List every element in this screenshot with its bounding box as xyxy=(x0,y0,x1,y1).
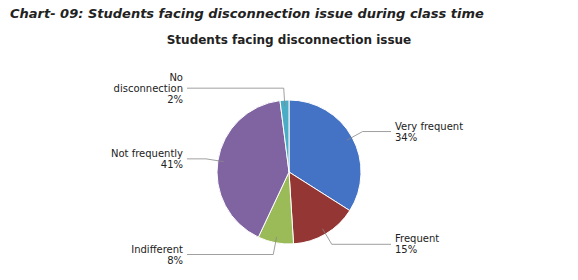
category-label-line: Indifferent xyxy=(131,244,183,255)
data-label: 34% xyxy=(395,132,417,143)
title: Chart- 09: Students facing disconnection… xyxy=(10,6,484,21)
pie: Very frequent34% Frequent15% Indifferent8%… xyxy=(111,72,463,266)
category-label: Frequent xyxy=(395,233,439,244)
category-label-line: disconnection xyxy=(114,83,183,94)
category-label: Nodisconnection xyxy=(114,72,183,94)
leader-line xyxy=(347,132,391,141)
category-label: Not frequently xyxy=(111,148,183,159)
data-label: 41% xyxy=(161,159,183,170)
category-label-line: No xyxy=(169,72,183,83)
category-label-line: Not frequently xyxy=(111,148,183,159)
category-label-line: Frequent xyxy=(395,233,439,244)
leader-line xyxy=(187,88,285,106)
data-label: 8% xyxy=(167,255,183,266)
data-label: 2% xyxy=(167,94,183,105)
leader-line xyxy=(187,237,277,255)
slice xyxy=(280,100,289,172)
category-label: Very frequent xyxy=(395,121,463,132)
slice xyxy=(289,172,350,244)
category-label-line: Very frequent xyxy=(395,121,463,132)
labels: Very frequent34% Frequent15% Indifferent8%… xyxy=(111,72,463,266)
data-label: 15% xyxy=(395,244,417,255)
leader-line xyxy=(187,159,224,162)
leader-line xyxy=(323,229,391,244)
slice xyxy=(217,101,289,238)
category-label: Indifferent xyxy=(131,244,183,255)
subtitle: Students facing disconnection issue xyxy=(167,33,412,47)
chart: Chart- 09: Students facing disconnection… xyxy=(0,0,578,280)
